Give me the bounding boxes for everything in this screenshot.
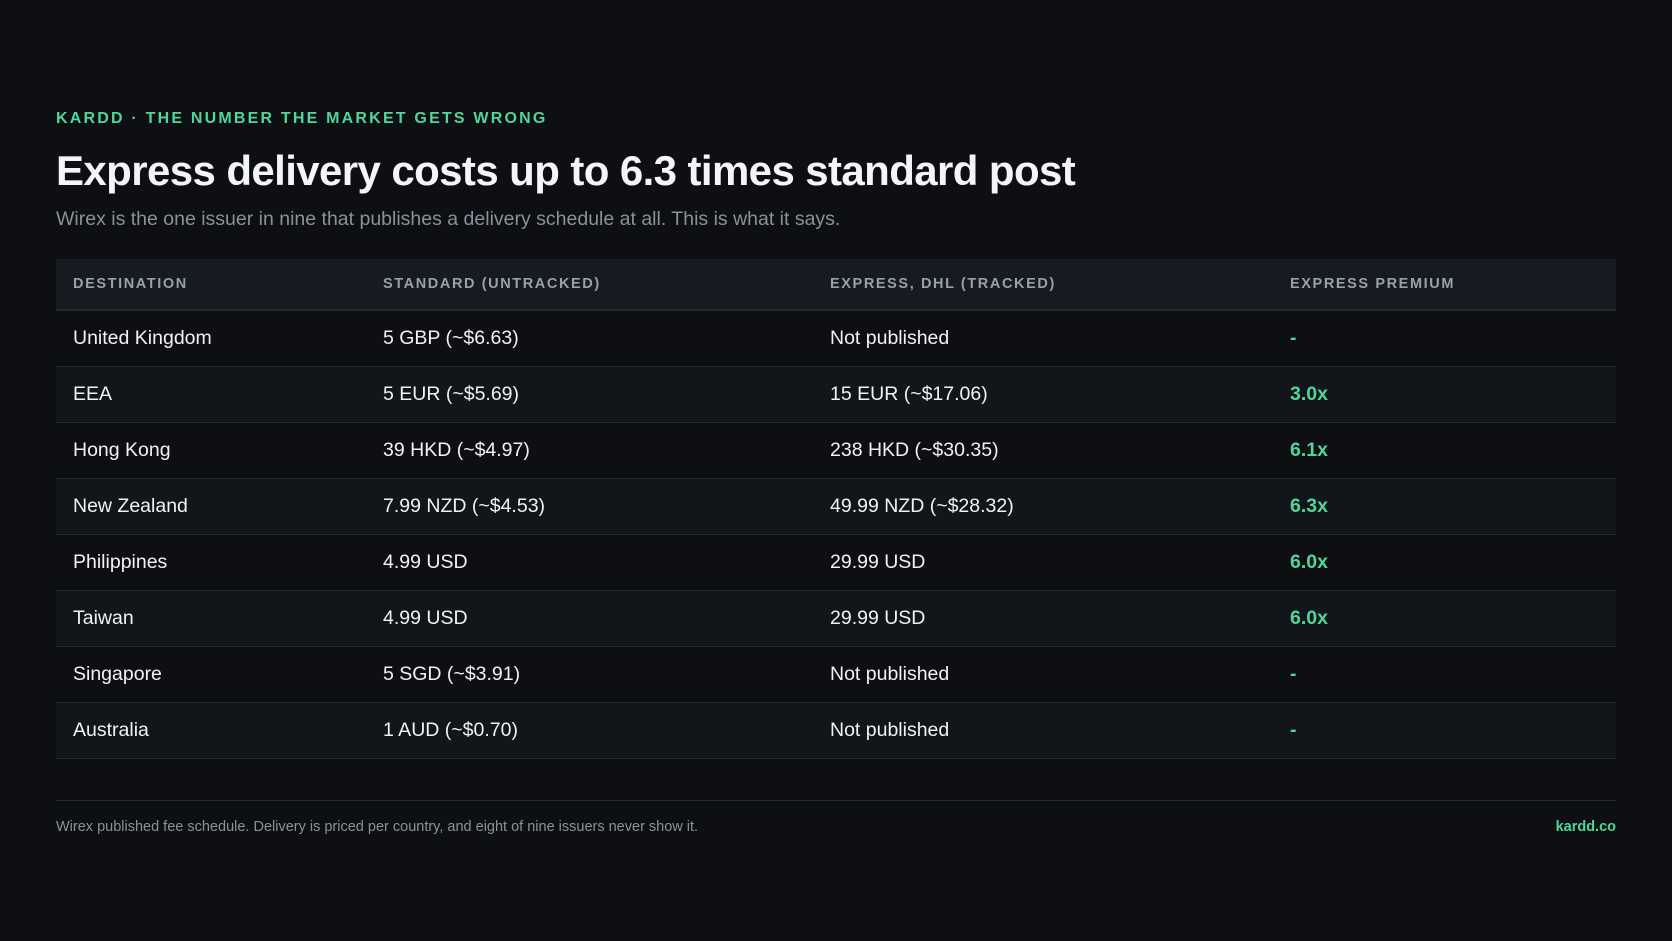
eyebrow-label: KARDD · THE NUMBER THE MARKET GETS WRONG bbox=[56, 110, 548, 127]
column-express-header: EXPRESS, DHL (TRACKED) bbox=[813, 259, 1273, 311]
standard-fee-cell: 5 EUR (~$5.69) bbox=[366, 366, 813, 423]
standard-fee-cell: 4.99 USD bbox=[366, 534, 813, 591]
table-row: United Kingdom 5 GBP (~$6.63) Not publishe… bbox=[56, 310, 1616, 367]
express-fee-cell: Not published bbox=[813, 646, 1273, 703]
destination-cell: Philippines bbox=[56, 534, 366, 591]
premium-cell: - bbox=[1273, 646, 1616, 703]
subtitle: Wirex is the one issuer in nine that pub… bbox=[56, 208, 841, 230]
source-note: Wirex published fee schedule. Delivery i… bbox=[56, 819, 699, 835]
table-row: Philippines 4.99 USD 29.99 USD 6.0x bbox=[56, 534, 1616, 591]
brand-link[interactable]: kardd.co bbox=[1555, 819, 1616, 835]
destination-cell: EEA bbox=[56, 366, 366, 423]
delivery-fee-table: DESTINATION STANDARD (UNTRACKED) EXPRESS, … bbox=[56, 259, 1616, 759]
destination-cell: Hong Kong bbox=[56, 422, 366, 479]
table-header: DESTINATION STANDARD (UNTRACKED) EXPRESS, … bbox=[56, 259, 1616, 311]
page-title: Express delivery costs up to 6.3 times s… bbox=[56, 147, 1076, 194]
destination-cell: United Kingdom bbox=[56, 310, 366, 367]
infographic-card: KARDD · THE NUMBER THE MARKET GETS WRONG… bbox=[56, 108, 1616, 759]
table-row: Taiwan 4.99 USD 29.99 USD 6.0x bbox=[56, 590, 1616, 647]
table-row: Hong Kong 39 HKD (~$4.97) 238 HKD (~$30.35… bbox=[56, 422, 1616, 479]
express-fee-cell: 238 HKD (~$30.35) bbox=[813, 422, 1273, 479]
premium-cell: - bbox=[1273, 702, 1616, 759]
premium-cell: 6.3x bbox=[1273, 478, 1616, 535]
table-row: New Zealand 7.99 NZD (~$4.53) 49.99 NZD (~… bbox=[56, 478, 1616, 535]
column-premium-header: EXPRESS PREMIUM bbox=[1273, 259, 1616, 311]
express-fee-cell: Not published bbox=[813, 310, 1273, 367]
standard-fee-cell: 5 GBP (~$6.63) bbox=[366, 310, 813, 367]
standard-fee-cell: 7.99 NZD (~$4.53) bbox=[366, 478, 813, 535]
table-header-row: DESTINATION STANDARD (UNTRACKED) EXPRESS, … bbox=[56, 259, 1616, 311]
destination-cell: Singapore bbox=[56, 646, 366, 703]
standard-fee-cell: 1 AUD (~$0.70) bbox=[366, 702, 813, 759]
table-row: Australia 1 AUD (~$0.70) Not published - bbox=[56, 702, 1616, 759]
standard-fee-cell: 5 SGD (~$3.91) bbox=[366, 646, 813, 703]
premium-cell: 6.1x bbox=[1273, 422, 1616, 479]
express-fee-cell: Not published bbox=[813, 702, 1273, 759]
table-body: United Kingdom 5 GBP (~$6.63) Not publishe… bbox=[56, 310, 1616, 759]
standard-fee-cell: 4.99 USD bbox=[366, 590, 813, 647]
express-fee-cell: 15 EUR (~$17.06) bbox=[813, 366, 1273, 423]
table-row: EEA 5 EUR (~$5.69) 15 EUR (~$17.06) 3.0x bbox=[56, 366, 1616, 423]
express-fee-cell: 29.99 USD bbox=[813, 534, 1273, 591]
column-standard-header: STANDARD (UNTRACKED) bbox=[366, 259, 813, 311]
standard-fee-cell: 39 HKD (~$4.97) bbox=[366, 422, 813, 479]
express-fee-cell: 29.99 USD bbox=[813, 590, 1273, 647]
premium-cell: - bbox=[1273, 310, 1616, 367]
footer: Wirex published fee schedule. Delivery i… bbox=[56, 800, 1616, 835]
premium-cell: 3.0x bbox=[1273, 366, 1616, 423]
premium-cell: 6.0x bbox=[1273, 534, 1616, 591]
destination-cell: Taiwan bbox=[56, 590, 366, 647]
destination-cell: Australia bbox=[56, 702, 366, 759]
premium-cell: 6.0x bbox=[1273, 590, 1616, 647]
table-row: Singapore 5 SGD (~$3.91) Not published - bbox=[56, 646, 1616, 703]
destination-cell: New Zealand bbox=[56, 478, 366, 535]
column-destination-header: DESTINATION bbox=[56, 259, 366, 311]
express-fee-cell: 49.99 NZD (~$28.32) bbox=[813, 478, 1273, 535]
